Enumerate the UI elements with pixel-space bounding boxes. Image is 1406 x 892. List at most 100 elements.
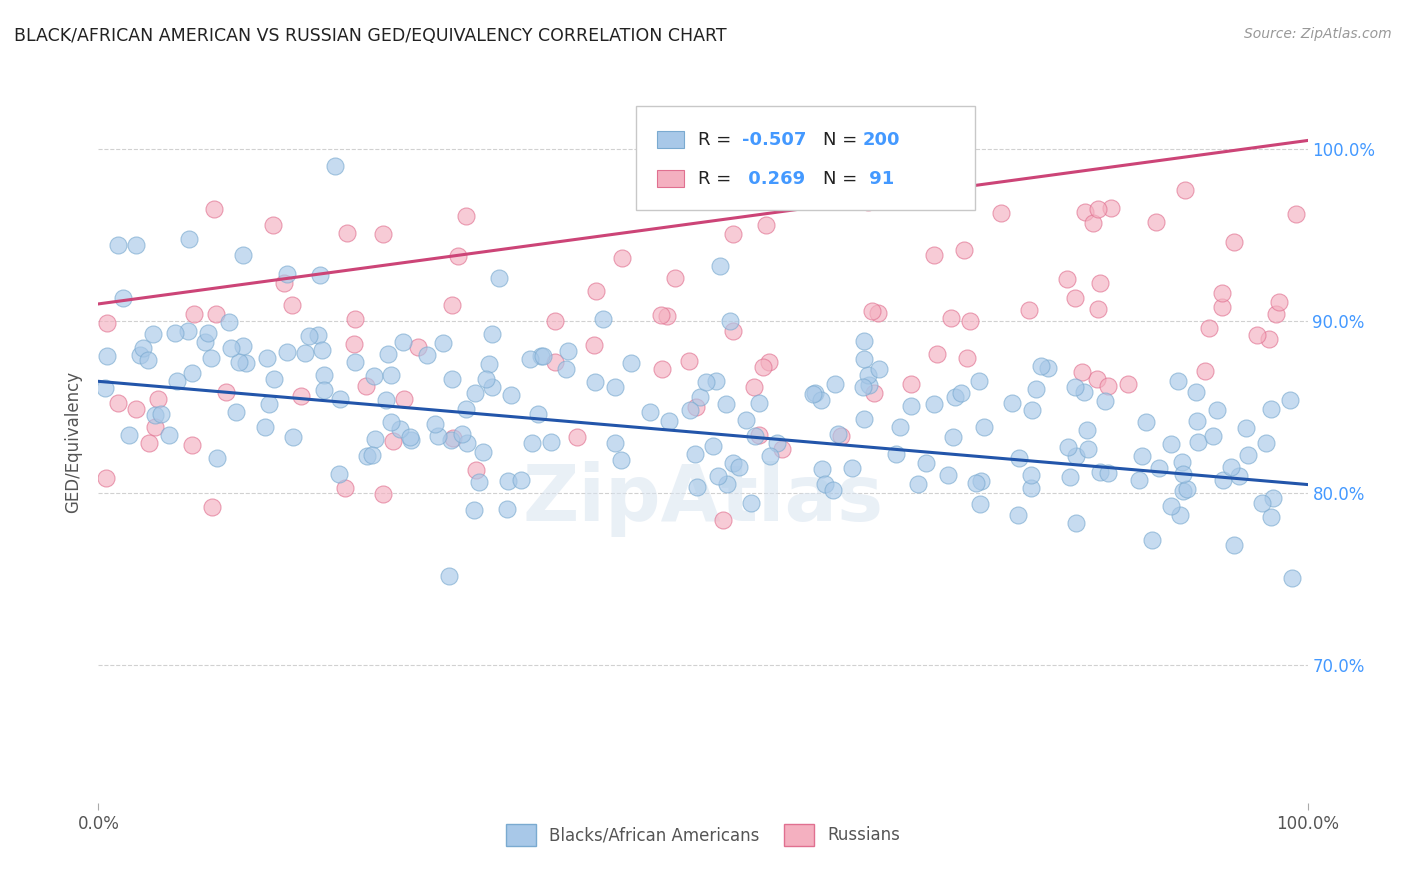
Point — [456, 436, 478, 450]
Point — [1185, 414, 1208, 428]
Point — [530, 349, 553, 363]
Point — [454, 209, 477, 223]
Point — [1025, 382, 1047, 396]
Point — [1174, 183, 1197, 197]
Point — [425, 417, 447, 432]
Point — [755, 218, 778, 232]
Point — [758, 449, 780, 463]
Point — [1194, 364, 1216, 378]
Point — [801, 387, 824, 401]
Point — [200, 351, 222, 365]
Point — [841, 461, 863, 475]
Point — [96, 349, 118, 363]
Point — [527, 407, 550, 421]
Point — [1018, 303, 1040, 318]
Point — [437, 569, 460, 583]
Point — [273, 276, 295, 290]
Point — [942, 430, 965, 444]
Point — [803, 385, 825, 400]
Point — [129, 348, 152, 362]
Point — [583, 338, 606, 352]
Point — [392, 392, 415, 406]
Point — [281, 298, 304, 312]
Point — [1211, 285, 1233, 300]
Point — [1285, 207, 1308, 221]
Point — [1237, 448, 1260, 462]
Point — [374, 393, 396, 408]
Point — [371, 227, 394, 242]
Point — [858, 378, 880, 392]
Point — [1063, 379, 1085, 393]
Point — [1220, 460, 1243, 475]
Point — [1130, 449, 1153, 463]
Point — [927, 347, 949, 361]
Point — [531, 349, 554, 363]
Point — [333, 481, 356, 495]
Point — [132, 341, 155, 355]
Text: 0.269: 0.269 — [742, 169, 804, 187]
Point — [1128, 473, 1150, 487]
Text: BLACK/AFRICAN AMERICAN VS RUSSIAN GED/EQUIVALENCY CORRELATION CHART: BLACK/AFRICAN AMERICAN VS RUSSIAN GED/EQ… — [14, 27, 727, 45]
Point — [1149, 461, 1171, 475]
Point — [1268, 295, 1291, 310]
Text: N =: N = — [823, 169, 863, 187]
Point — [1185, 385, 1208, 400]
Point — [356, 379, 378, 393]
Point — [146, 392, 169, 406]
Point — [852, 379, 875, 393]
Point — [638, 405, 661, 419]
Point — [735, 413, 758, 427]
Point — [441, 431, 464, 445]
Point — [810, 392, 832, 407]
Point — [107, 396, 129, 410]
Point — [406, 340, 429, 354]
Point — [1223, 538, 1246, 552]
Point — [1076, 442, 1098, 457]
Point — [1007, 508, 1029, 522]
FancyBboxPatch shape — [657, 169, 683, 187]
Point — [704, 375, 727, 389]
Point — [748, 427, 770, 442]
Point — [711, 513, 734, 527]
Point — [166, 374, 188, 388]
Point — [967, 375, 990, 389]
Point — [94, 381, 117, 395]
Point — [307, 328, 329, 343]
Point — [361, 448, 384, 462]
Point — [356, 449, 378, 463]
Point — [183, 307, 205, 321]
Point — [377, 347, 399, 361]
Point — [1205, 403, 1227, 417]
Point — [583, 376, 606, 390]
Point — [1167, 374, 1189, 388]
Point — [440, 371, 463, 385]
Point — [714, 397, 737, 411]
Text: N =: N = — [823, 130, 863, 149]
Point — [900, 377, 922, 392]
Point — [1019, 482, 1042, 496]
Point — [953, 243, 976, 257]
Point — [868, 361, 890, 376]
Point — [811, 462, 834, 476]
Point — [959, 314, 981, 328]
Point — [830, 429, 852, 443]
Point — [456, 402, 478, 417]
Point — [177, 324, 200, 338]
Point — [603, 436, 626, 450]
Point — [1160, 436, 1182, 450]
Y-axis label: GED/Equivalency: GED/Equivalency — [65, 370, 83, 513]
Point — [695, 376, 717, 390]
Point — [311, 343, 333, 358]
Point — [686, 480, 709, 494]
Point — [1090, 466, 1112, 480]
Point — [1087, 302, 1109, 317]
Point — [488, 270, 510, 285]
Point — [720, 313, 742, 327]
Point — [1097, 379, 1119, 393]
Point — [678, 353, 700, 368]
Point — [742, 379, 765, 393]
Point — [392, 334, 415, 349]
Point — [544, 314, 567, 328]
Point — [1056, 271, 1078, 285]
Point — [1059, 469, 1081, 483]
